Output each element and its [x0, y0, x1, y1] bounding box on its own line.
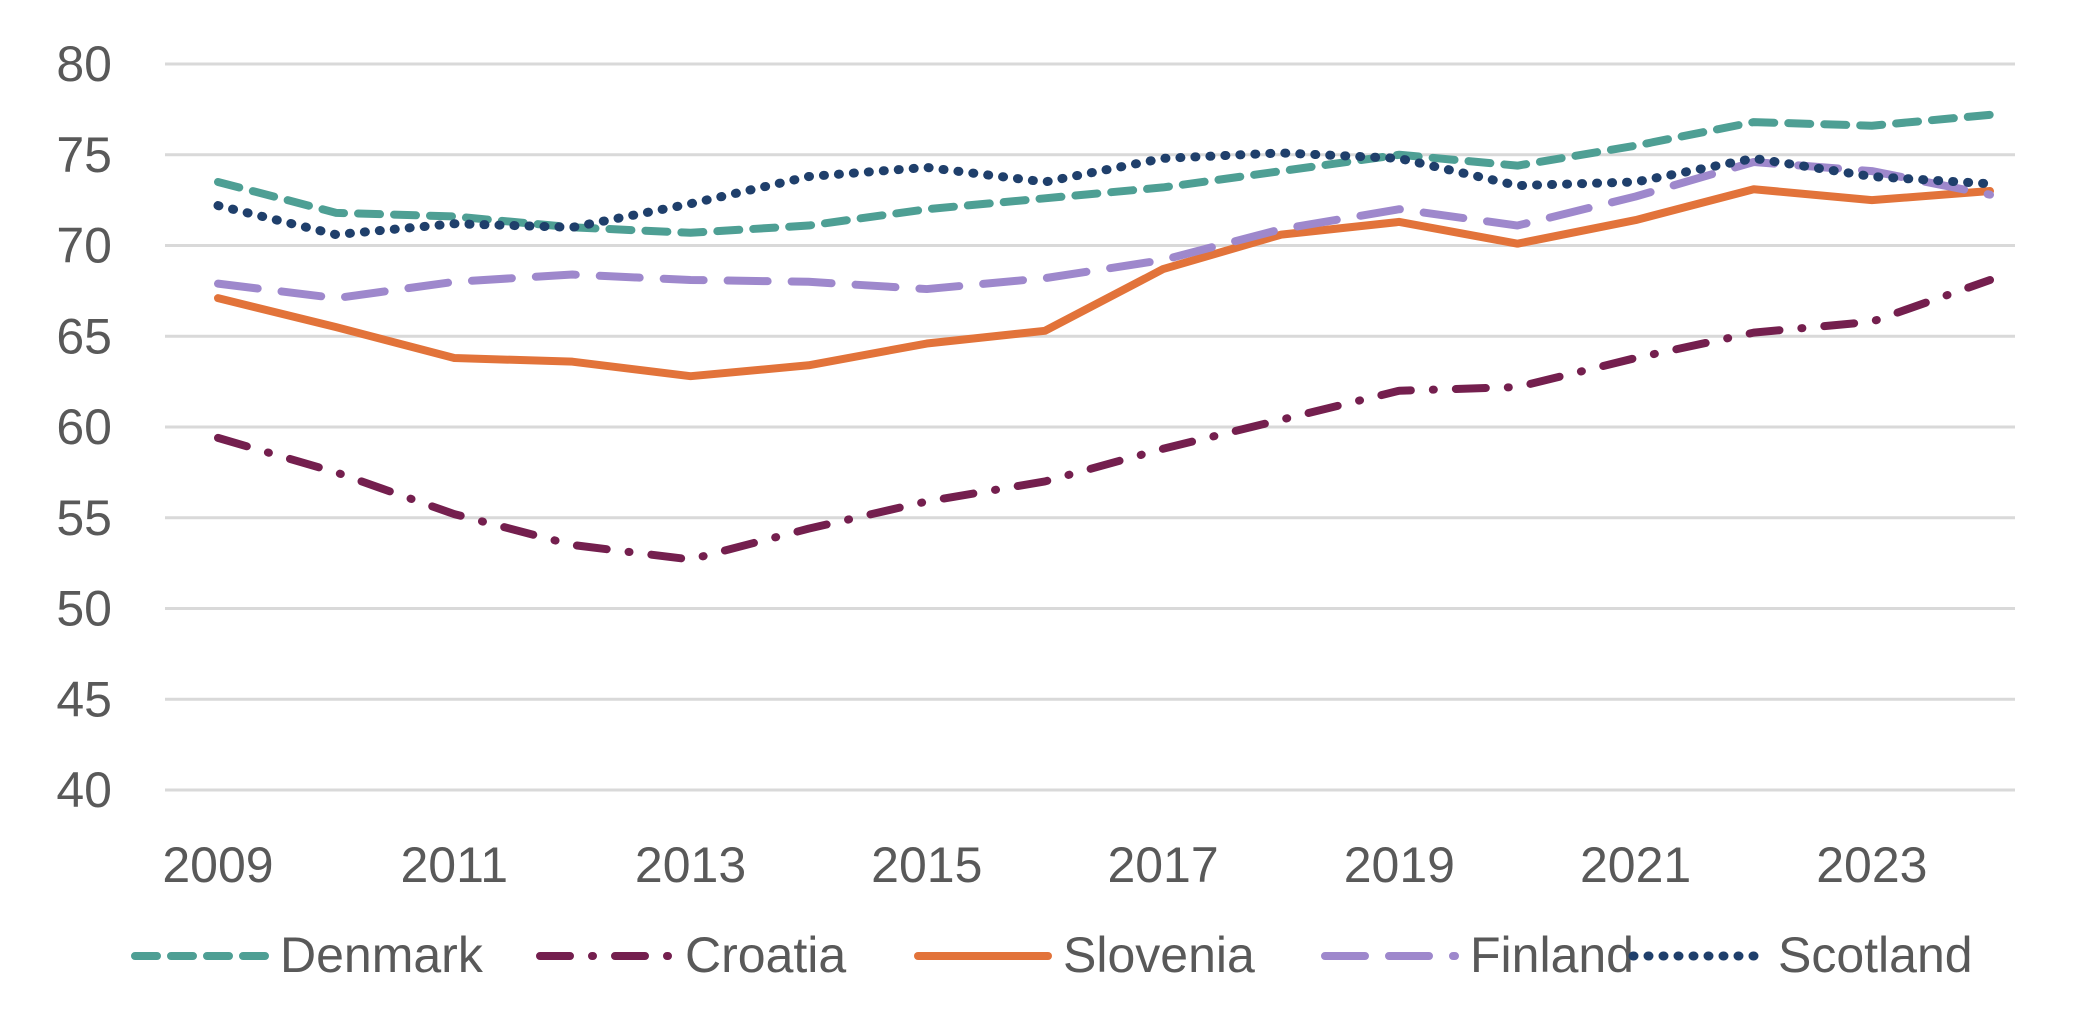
x-tick-label: 2011: [401, 837, 509, 893]
legend: Denmark Croatia Slovenia Finland Scotland: [131, 927, 1973, 983]
y-tick-label: 55: [56, 490, 112, 546]
y-tick-label: 60: [56, 399, 112, 455]
x-tick-label: 2013: [635, 837, 746, 893]
x-tick-label: 2019: [1344, 837, 1455, 893]
x-tick-label: 2015: [871, 837, 982, 893]
legend-label-croatia: Croatia: [685, 927, 846, 983]
y-axis-ticks: 40 45 50 55 60 65 70 75 80: [56, 36, 112, 818]
y-tick-label: 50: [56, 581, 112, 637]
x-tick-label: 2021: [1580, 837, 1691, 893]
y-tick-label: 40: [56, 762, 112, 818]
legend-label-finland: Finland: [1470, 927, 1634, 983]
series-lines: [213, 110, 1995, 564]
y-tick-label: 75: [56, 127, 112, 183]
x-axis-ticks: 2009 2011 2013 2015 2017 2019 2021 2023: [162, 837, 1927, 893]
y-tick-label: 70: [56, 218, 112, 274]
x-tick-label: 2023: [1816, 837, 1927, 893]
legend-label-scotland: Scotland: [1778, 927, 1973, 983]
legend-label-denmark: Denmark: [280, 927, 484, 983]
series-line-denmark: [214, 110, 1994, 237]
gridlines: [165, 62, 2015, 792]
series-line-scotland: [213, 148, 1995, 240]
series-line-slovenia: [214, 185, 1994, 381]
legend-label-slovenia: Slovenia: [1063, 927, 1255, 983]
y-tick-label: 80: [56, 36, 112, 92]
x-tick-label: 2009: [162, 837, 273, 893]
y-tick-label: 65: [56, 308, 112, 364]
series-line-croatia: [214, 275, 1994, 564]
y-tick-label: 45: [56, 671, 112, 727]
x-tick-label: 2017: [1107, 837, 1218, 893]
series-line-finland: [214, 158, 1994, 303]
